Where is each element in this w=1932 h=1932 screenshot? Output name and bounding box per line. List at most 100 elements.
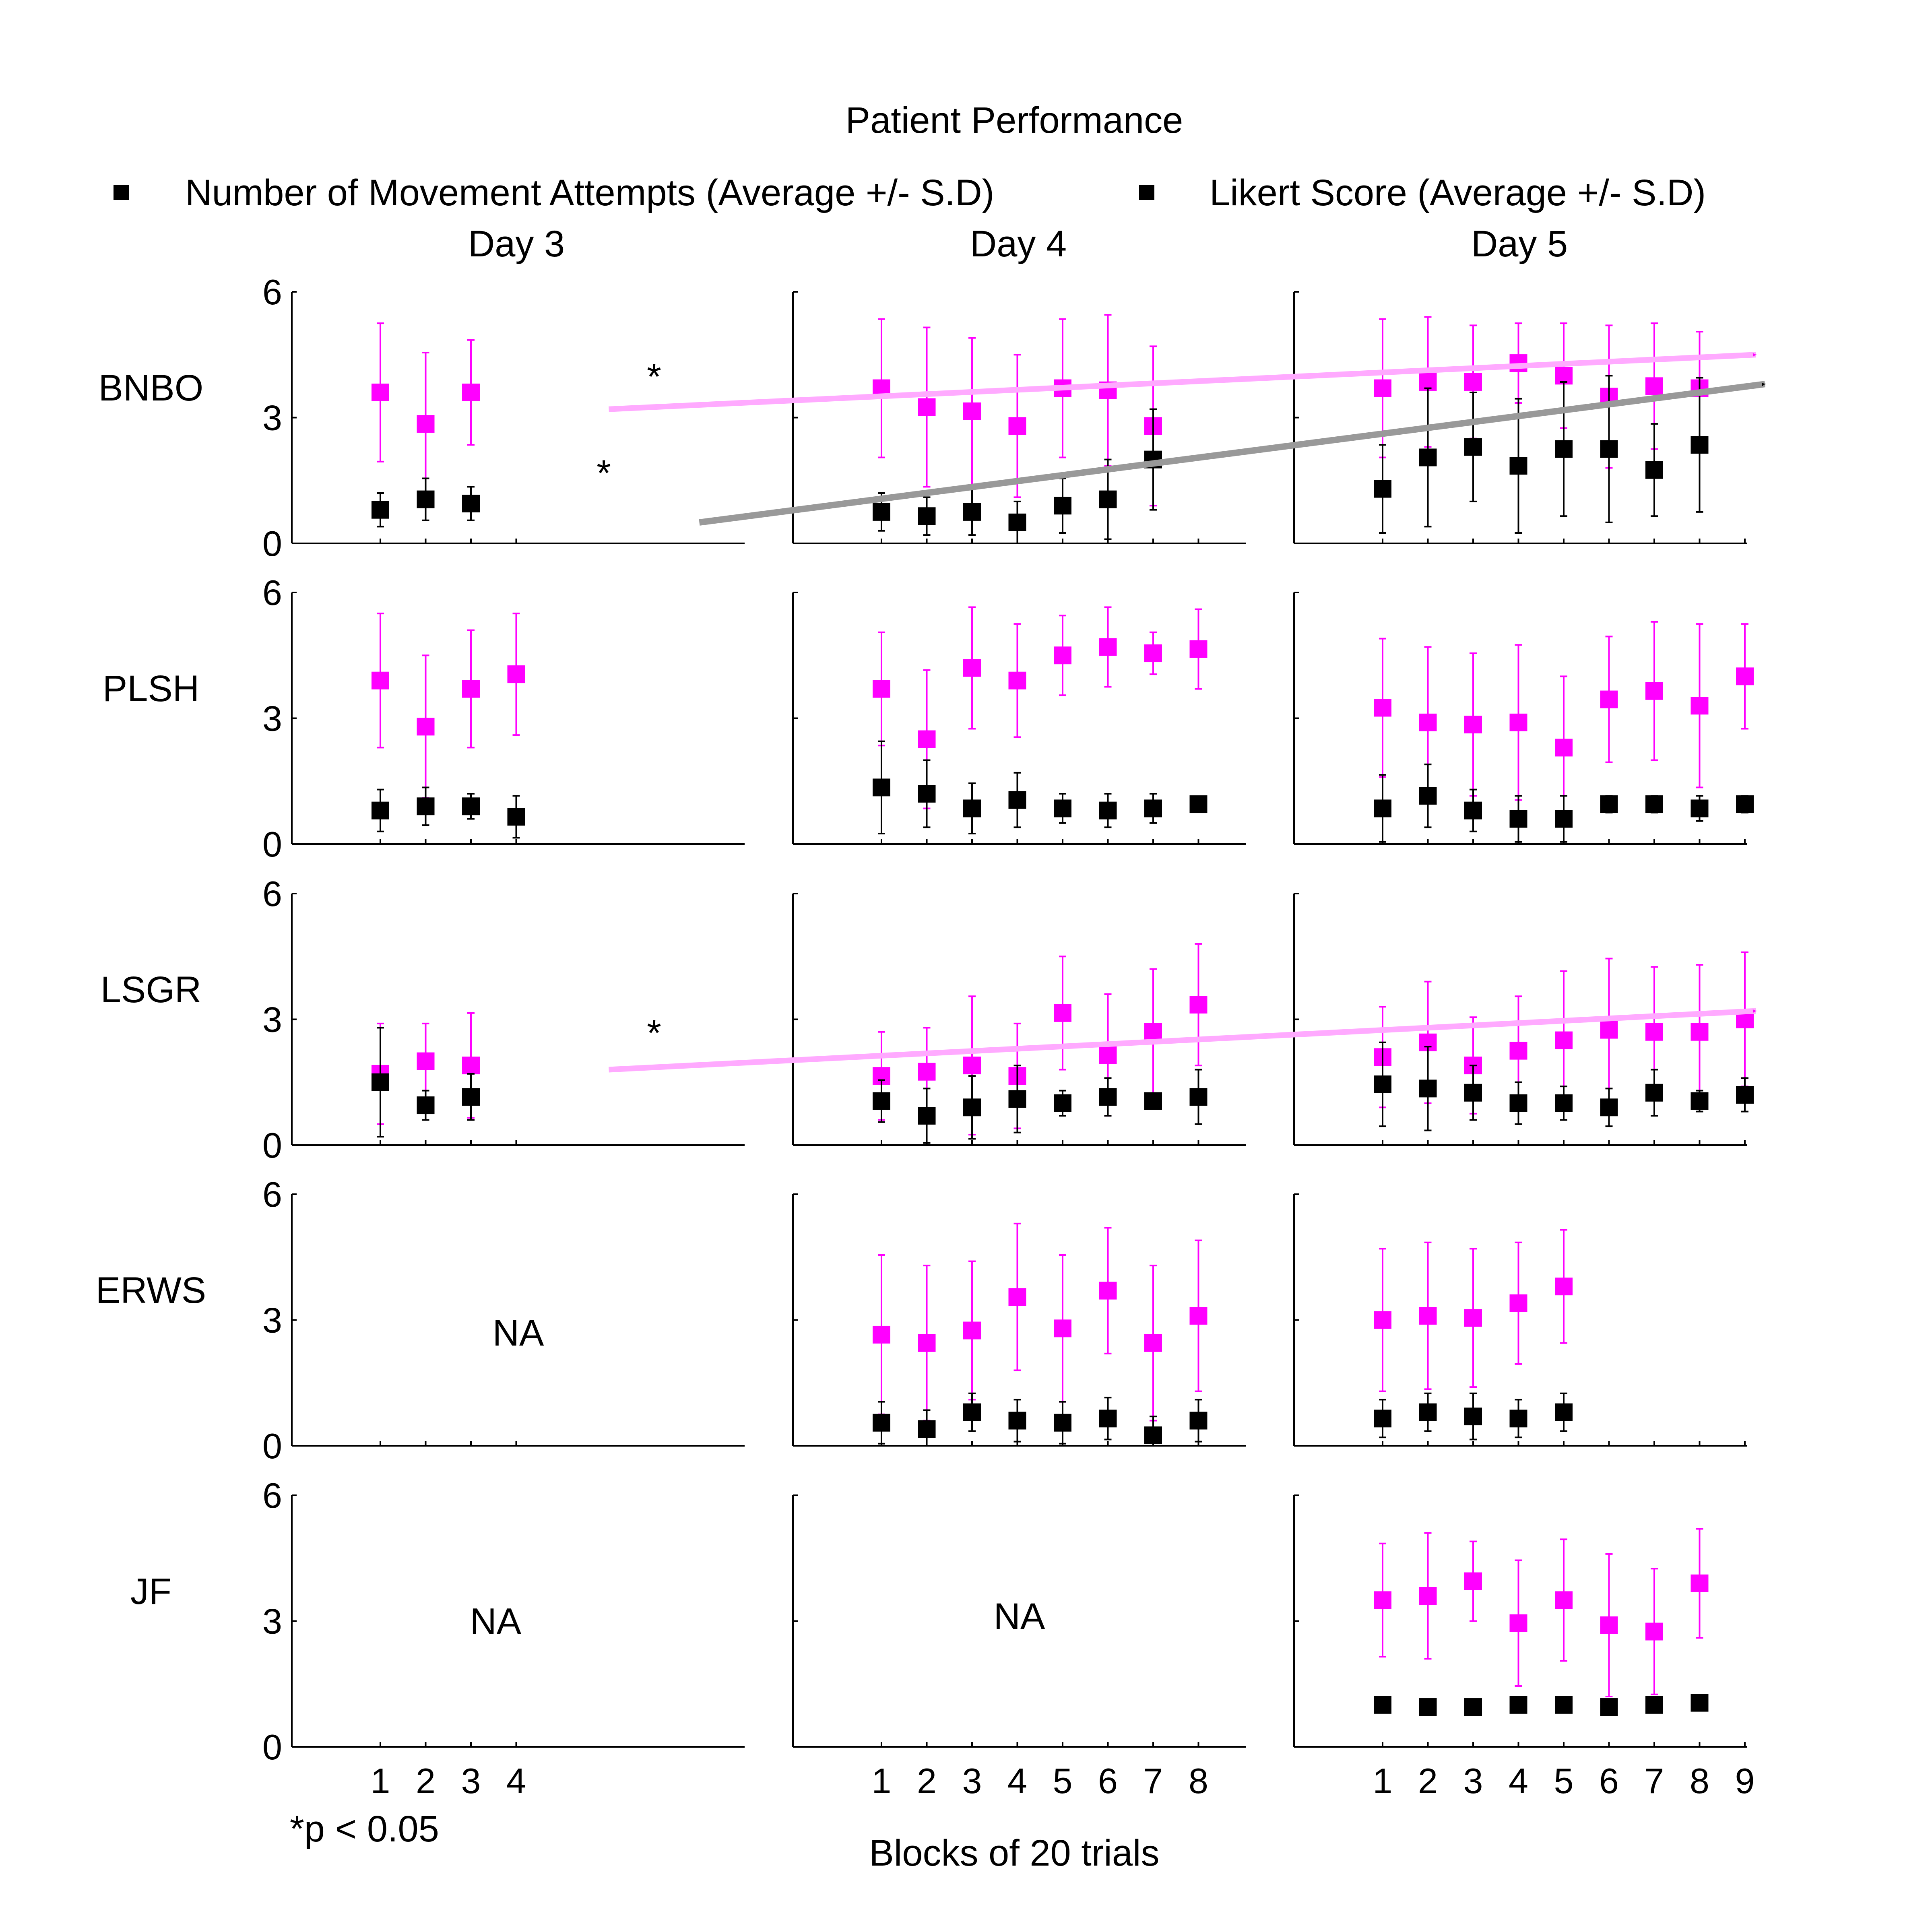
likert-point bbox=[1555, 1031, 1573, 1049]
attempts-point bbox=[1464, 1408, 1482, 1426]
likert-point bbox=[1189, 640, 1208, 658]
x-tick-label: 1 bbox=[371, 1761, 390, 1801]
attempts-point bbox=[1736, 1086, 1754, 1104]
attempts-point bbox=[1509, 1410, 1527, 1428]
likert-point bbox=[918, 1334, 936, 1352]
likert-point bbox=[462, 1057, 480, 1075]
attempts-point bbox=[1555, 1403, 1573, 1421]
attempts-point bbox=[462, 797, 480, 815]
likert-point bbox=[1054, 1004, 1071, 1022]
attempts-point bbox=[1690, 1092, 1709, 1110]
likert-point bbox=[507, 665, 525, 683]
attempts-point bbox=[1099, 1088, 1117, 1106]
attempts-point bbox=[1374, 1696, 1391, 1714]
likert-point bbox=[1144, 1334, 1162, 1352]
likert-point bbox=[1690, 1023, 1709, 1041]
likert-point bbox=[963, 1057, 981, 1075]
attempts-point bbox=[1600, 440, 1618, 458]
likert-point bbox=[963, 659, 981, 677]
likert-point bbox=[1645, 1023, 1663, 1041]
y-tick-label: 6 bbox=[262, 1174, 282, 1214]
likert-point bbox=[372, 384, 389, 401]
attempts-point bbox=[1464, 1698, 1482, 1716]
x-axis-label: Blocks of 20 trials bbox=[869, 1833, 1160, 1874]
attempts-point bbox=[1374, 799, 1391, 817]
attempts-point bbox=[1144, 799, 1162, 817]
likert-point bbox=[462, 680, 480, 698]
attempts-point bbox=[1419, 1403, 1437, 1421]
legend-label-likert: Likert Score (Average +/- S.D) bbox=[1210, 172, 1706, 213]
panel-lsgr-day-3: 0 3 6 bbox=[262, 874, 745, 1165]
x-tick-label: 9 bbox=[1735, 1761, 1755, 1801]
likert-point bbox=[1189, 1307, 1208, 1325]
x-tick-label: 5 bbox=[1053, 1761, 1073, 1801]
patient-row-labels: BNBO PLSH LSGR ERWS JF bbox=[96, 367, 206, 1612]
x-tick-label: 5 bbox=[1554, 1761, 1574, 1801]
attempts-point bbox=[873, 503, 890, 521]
attempts-point bbox=[873, 1092, 890, 1110]
x-tick-label: 2 bbox=[1418, 1761, 1438, 1801]
day-title-5: Day 5 bbox=[1471, 223, 1568, 264]
likert-point bbox=[1509, 1614, 1527, 1632]
x-tick-label: 8 bbox=[1189, 1761, 1208, 1801]
attempts-point bbox=[417, 1096, 435, 1115]
likert-point bbox=[417, 415, 435, 433]
x-tick-label: 4 bbox=[1007, 1761, 1027, 1801]
attempts-point bbox=[1374, 1410, 1391, 1428]
likert-point bbox=[1374, 1311, 1391, 1329]
attempts-point bbox=[1419, 1698, 1437, 1716]
attempts-point bbox=[1600, 1098, 1618, 1117]
attempts-point bbox=[1054, 799, 1071, 817]
attempts-point bbox=[1374, 480, 1391, 498]
likert-point bbox=[963, 1321, 981, 1340]
likert-trend-arrow bbox=[609, 1008, 1756, 1073]
na-label: NA bbox=[470, 1601, 521, 1642]
attempts-trend-arrow bbox=[699, 381, 1765, 526]
attempts-point bbox=[873, 1414, 890, 1432]
attempts-point bbox=[1736, 795, 1754, 813]
legend-marker-attempts bbox=[114, 185, 129, 200]
likert-point bbox=[918, 398, 936, 416]
attempts-point bbox=[1189, 1412, 1208, 1430]
x-tick-label: 2 bbox=[917, 1761, 937, 1801]
likert-point bbox=[1374, 379, 1391, 397]
attempts-point bbox=[1600, 1698, 1618, 1716]
attempts-point bbox=[1464, 1084, 1482, 1102]
likert-point bbox=[1008, 1288, 1026, 1306]
likert-point bbox=[1600, 690, 1618, 708]
attempts-point bbox=[372, 501, 389, 519]
attempts-point bbox=[1008, 1412, 1026, 1430]
likert-point bbox=[1464, 1572, 1482, 1590]
significance-star: * bbox=[647, 357, 661, 398]
attempts-point bbox=[1054, 1094, 1071, 1112]
attempts-point bbox=[873, 778, 890, 797]
panel-bnbo-day-4 bbox=[792, 291, 1246, 544]
likert-point bbox=[1645, 377, 1663, 395]
attempts-point bbox=[1645, 461, 1663, 479]
significance-star: * bbox=[647, 1013, 661, 1054]
likert-point bbox=[1099, 1282, 1117, 1300]
y-tick-label: 6 bbox=[262, 272, 282, 312]
row-label-lsgr: LSGR bbox=[101, 969, 202, 1010]
likert-point bbox=[417, 718, 435, 736]
attempts-point bbox=[1509, 810, 1527, 828]
attempts-point bbox=[1555, 1696, 1573, 1714]
attempts-point bbox=[507, 808, 525, 826]
attempts-point bbox=[1374, 1075, 1391, 1093]
x-tick-label: 6 bbox=[1599, 1761, 1619, 1801]
panel-lsgr-day-4 bbox=[792, 893, 1246, 1146]
y-tick-label: 0 bbox=[262, 1125, 282, 1165]
x-tick-label: 7 bbox=[1645, 1761, 1664, 1801]
likert-point bbox=[1509, 1042, 1527, 1060]
y-tick-label: 3 bbox=[262, 699, 282, 739]
likert-point bbox=[1099, 638, 1117, 656]
panel-bnbo-day-3: 0 3 6 bbox=[262, 272, 745, 564]
likert-point bbox=[1374, 699, 1391, 717]
likert-point bbox=[1645, 682, 1663, 700]
panel-bnbo-day-5 bbox=[1293, 291, 1747, 544]
attempts-point bbox=[1144, 1426, 1162, 1444]
likert-trend-arrow bbox=[609, 352, 1756, 412]
